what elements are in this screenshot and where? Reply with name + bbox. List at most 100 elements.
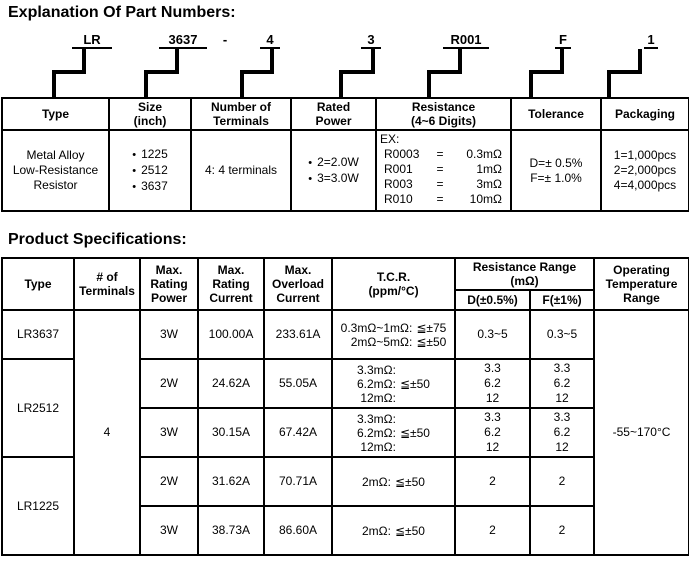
spec-tcr-cell: 0.3mΩ~1mΩ: ≦±75 2mΩ~5mΩ: ≦±50 <box>331 309 456 360</box>
col-header-size: Size (inch) <box>108 97 192 131</box>
spec-overload-current-cell: 67.42A <box>263 407 333 458</box>
type-cell: Metal Alloy Low-Resistance Resistor <box>1 129 110 212</box>
spec-header-max-overload-current: Max. Overload Current <box>263 257 333 311</box>
connector-line-size <box>144 49 179 97</box>
part-token-dash: - <box>222 32 228 47</box>
spec-header-max-rating-power: Max. Rating Power <box>139 257 199 311</box>
connector-line-resistance <box>427 49 462 97</box>
col-header-packaging: Packaging <box>600 97 689 131</box>
spec-terminals-cell: 4 <box>73 309 141 556</box>
equals-sign: = <box>436 192 444 206</box>
rated-power-cell: • 2=2.0W • 3=3.0W <box>290 129 377 212</box>
tcr-limit-value: ≦±50 <box>399 425 430 440</box>
spec-header-type: Type <box>1 257 75 311</box>
connector-line-tolerance <box>529 49 564 97</box>
spec-tcr-cell: 3.3mΩ: 6.2mΩ: ≦±50 12mΩ: <box>331 407 456 458</box>
specifications-section-title: Product Specifications: <box>8 231 187 248</box>
bullet-icon: • <box>308 156 313 169</box>
part-token-power: 3 <box>361 32 381 49</box>
spec-tcr-cell: 2mΩ: ≦±50 <box>331 456 456 507</box>
part-token-resistance: R001 <box>443 32 489 49</box>
tcr-range-label: 2mΩ~5mΩ: <box>350 334 413 349</box>
tcr-limit-value <box>400 363 430 377</box>
tcr-limit-value <box>400 391 430 405</box>
connector-line-terminals <box>240 49 274 97</box>
part-numbers-section-title: Explanation Of Part Numbers: <box>8 4 236 21</box>
spec-f-range-cell: 2 <box>528 505 596 556</box>
spec-type-cell: LR1225 <box>1 456 75 556</box>
tcr-range-label: 3.3mΩ: <box>357 411 396 426</box>
spec-d-range-cell: 3.3 6.2 12 <box>454 358 531 409</box>
spec-header-tcr: T.C.R. (ppm/°C) <box>331 257 456 311</box>
spec-header-op-temp: Operating Temperature Range <box>593 257 689 311</box>
col-header-type: Type <box>1 97 110 131</box>
equals-sign: = <box>436 177 444 191</box>
tcr-value: 2mΩ: ≦±50 <box>362 524 425 538</box>
bullet-icon: • <box>132 148 137 161</box>
col-header-resistance: Resistance (4~6 Digits) <box>375 97 512 131</box>
spec-rating-current-cell: 31.62A <box>197 456 265 507</box>
tcr-range-label: 12mΩ: <box>360 390 396 405</box>
resistance-code: R001 <box>384 162 413 176</box>
tcr-limit-value: ≦±50 <box>399 376 430 391</box>
part-number-diagram: LR 3637 - 4 3 R001 F 1 <box>0 30 689 97</box>
col-header-terminals: Number of Terminals <box>190 97 292 131</box>
spec-power-cell: 2W <box>139 358 199 409</box>
tcr-value: 3.3mΩ: 6.2mΩ: ≦±50 12mΩ: <box>357 363 430 405</box>
spec-power-cell: 2W <box>139 456 199 507</box>
terminals-cell: 4: 4 terminals <box>190 129 292 212</box>
example-label: EX: <box>380 132 400 146</box>
spec-rating-current-cell: 30.15A <box>197 407 265 458</box>
tcr-limit-value <box>400 412 430 426</box>
connector-line-type <box>52 49 86 97</box>
resistance-code: R003 <box>384 177 413 191</box>
spec-header-f-tolerance: F(±1%) <box>528 289 596 311</box>
tcr-limit-value: ≦±50 <box>394 523 425 538</box>
product-spec-table: Type # of Terminals Max. Rating Power Ma… <box>1 257 689 556</box>
resistance-example-cell: EX: R0003 = 0.3mΩ R001 = 1mΩ R003 = 3mΩ R010 = 1… <box>375 129 512 212</box>
spec-type-cell: LR2512 <box>1 358 75 458</box>
tcr-value: 3.3mΩ: 6.2mΩ: ≦±50 12mΩ: <box>357 412 430 454</box>
bullet-icon: • <box>308 172 313 185</box>
power-option: 3=3.0W <box>317 170 359 185</box>
tcr-range-label: 12mΩ: <box>360 439 396 454</box>
connector-line-rated-power <box>339 49 375 97</box>
tcr-range-label: 0.3mΩ~1mΩ: <box>340 320 413 335</box>
resistance-value: 10mΩ <box>469 192 502 206</box>
part-number-connector-lines <box>52 49 642 97</box>
table-row: LR2512 2W 24.62A 55.05A 3.3mΩ: 6.2mΩ: ≦±5… <box>1 358 689 458</box>
spec-op-temp-cell: -55~170°C <box>593 309 689 556</box>
power-option: 2=2.0W <box>317 154 359 169</box>
resistance-value: 0.3mΩ <box>466 147 502 161</box>
resistance-code: R010 <box>384 192 413 206</box>
spec-header-resistance-range: Resistance Range (mΩ) <box>453 257 596 291</box>
equals-sign: = <box>436 162 444 176</box>
spec-f-range-cell: 3.3 6.2 12 <box>528 358 596 409</box>
spec-d-range-cell: 2 <box>454 456 531 507</box>
table-row: 3W 30.15A 67.42A 3.3mΩ: 6.2mΩ: ≦±50 12mΩ:… <box>2 407 689 458</box>
table-row: LR1225 2W 31.62A 70.71A 2mΩ: ≦±50 2 2 <box>1 456 689 556</box>
size-cell: • 1225 • 2512 • 3637 <box>108 129 192 212</box>
resistance-code-list: R0003 = 0.3mΩ R001 = 1mΩ R003 = 3mΩ R010 = 10mΩ <box>384 147 507 207</box>
spec-f-range-cell: 0.3~5 <box>528 309 596 360</box>
spec-tcr-cell: 3.3mΩ: 6.2mΩ: ≦±50 12mΩ: <box>331 358 456 409</box>
spec-f-range-cell: 2 <box>528 456 596 507</box>
tcr-range-label: 6.2mΩ: <box>357 425 396 440</box>
part-token-series: LR <box>72 32 112 49</box>
size-option: 1225 <box>141 146 168 161</box>
spec-d-range-cell: 2 <box>454 505 531 556</box>
table-row: Metal Alloy Low-Resistance Resistor • 122… <box>1 129 689 212</box>
tolerance-cell: D=± 0.5% F=± 1.0% <box>510 129 602 212</box>
part-token-packaging: 1 <box>644 32 658 49</box>
spec-rating-current-cell: 24.62A <box>197 358 265 409</box>
tcr-limit-value <box>400 440 430 454</box>
spec-rating-current-cell: 100.00A <box>197 309 265 360</box>
table-row: LR3637 4 3W 100.00A 233.61A 0.3mΩ~1mΩ: ≦±… <box>1 309 689 556</box>
tcr-limit-value: ≦±50 <box>394 474 425 489</box>
spec-power-cell: 3W <box>139 505 199 556</box>
spec-overload-current-cell: 86.60A <box>263 505 333 556</box>
spec-type-cell: LR3637 <box>1 309 75 360</box>
part-token-size: 3637 <box>159 32 207 49</box>
spec-d-range-cell: 0.3~5 <box>454 309 531 360</box>
col-header-tolerance: Tolerance <box>510 97 602 131</box>
